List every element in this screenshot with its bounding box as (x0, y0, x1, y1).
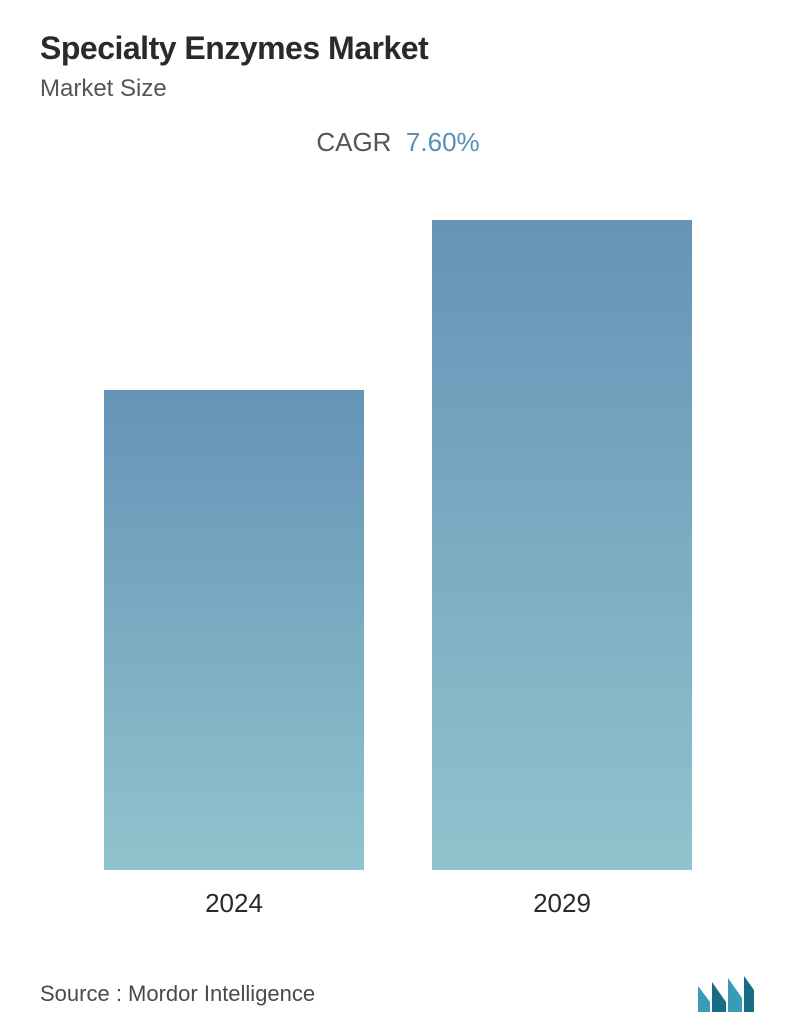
cagr-value: 7.60% (406, 127, 480, 158)
footer: Source : Mordor Intelligence (40, 939, 756, 1014)
bar-0 (104, 390, 364, 870)
chart-subtitle: Market Size (40, 75, 756, 103)
chart-area: 2024 2029 (40, 198, 756, 929)
bar-group-0: 2024 (104, 390, 364, 919)
source-text: Source : Mordor Intelligence (40, 981, 315, 1007)
cagr-row: CAGR 7.60% (40, 127, 756, 158)
brand-logo-icon (696, 974, 756, 1014)
bar-label-1: 2029 (533, 888, 591, 919)
bar-label-0: 2024 (205, 888, 263, 919)
cagr-label: CAGR (316, 127, 391, 158)
chart-title: Specialty Enzymes Market (40, 30, 756, 67)
bar-1 (432, 220, 692, 870)
chart-container: Specialty Enzymes Market Market Size CAG… (0, 0, 796, 1034)
bar-group-1: 2029 (432, 220, 692, 919)
